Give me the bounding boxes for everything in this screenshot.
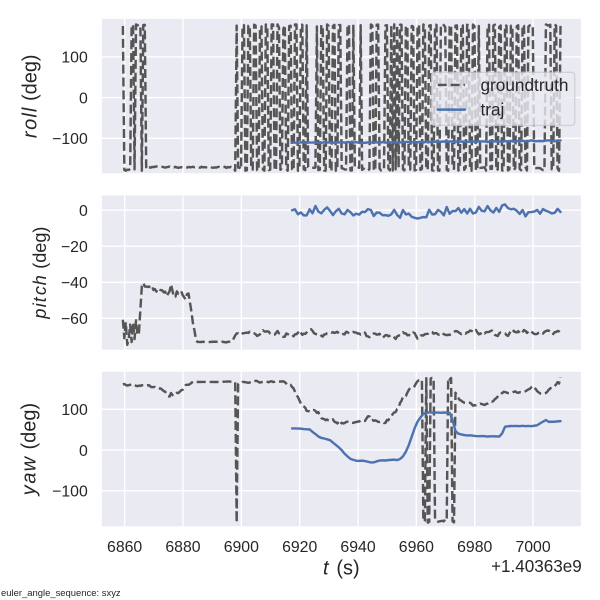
svg-text:6960: 6960 bbox=[399, 539, 434, 556]
svg-text:6900: 6900 bbox=[224, 539, 259, 556]
svg-text:6880: 6880 bbox=[165, 539, 200, 556]
svg-text:euler_angle_sequence: sxyz: euler_angle_sequence: sxyz bbox=[1, 588, 121, 599]
svg-text:r o l l: r o l l ( d e g ) bbox=[16, 54, 41, 138]
svg-text:−100: −100 bbox=[52, 131, 88, 148]
svg-text:−60: −60 bbox=[61, 311, 88, 328]
svg-text:7000: 7000 bbox=[515, 539, 550, 556]
svg-text:6940: 6940 bbox=[340, 539, 375, 556]
svg-text:100: 100 bbox=[61, 402, 88, 419]
svg-text:p i t c: p i t c h ( d e g ) bbox=[26, 226, 51, 319]
svg-text:6920: 6920 bbox=[282, 539, 317, 556]
svg-text:−100: −100 bbox=[52, 484, 88, 501]
svg-text:0: 0 bbox=[79, 90, 88, 107]
svg-text:100: 100 bbox=[61, 50, 88, 67]
svg-text:−20: −20 bbox=[61, 239, 88, 256]
svg-text:traj: traj bbox=[480, 100, 504, 120]
svg-text:0: 0 bbox=[79, 443, 88, 460]
svg-text:groundtruth: groundtruth bbox=[480, 75, 568, 95]
svg-text:6980: 6980 bbox=[457, 539, 492, 556]
svg-text:−40: −40 bbox=[61, 275, 88, 292]
svg-text:t ( s: t ( s ) bbox=[323, 554, 360, 579]
svg-text:0: 0 bbox=[79, 203, 88, 220]
svg-text:6860: 6860 bbox=[107, 539, 142, 556]
svg-text:y a w: y a w ( d e g ) bbox=[16, 403, 41, 498]
svg-text:+1.40363e9: +1.40363e9 bbox=[491, 557, 582, 576]
